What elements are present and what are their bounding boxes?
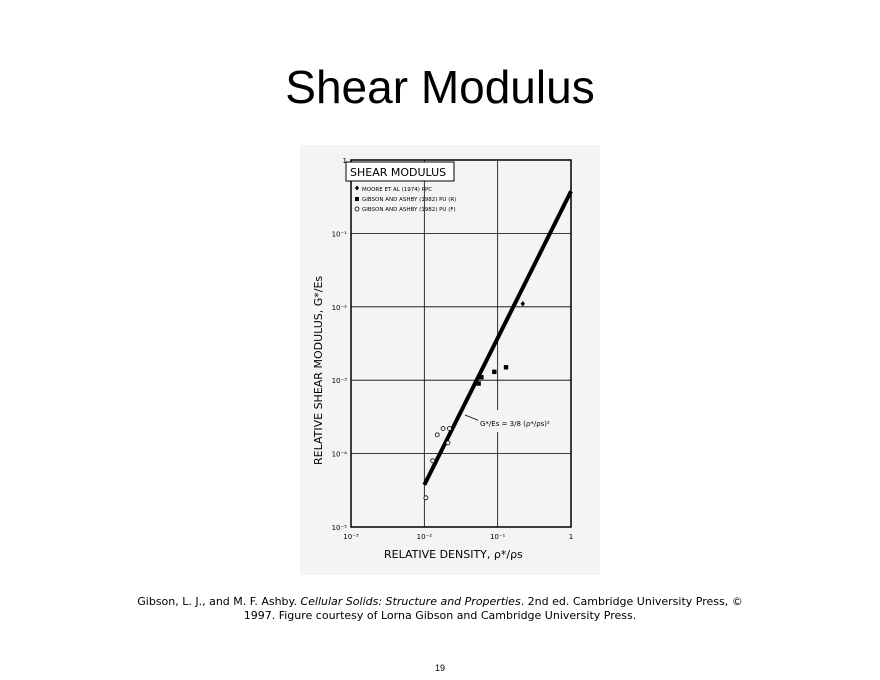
legend-entry-3: GIBSON AND ASHBY (1982) PU (F) xyxy=(362,207,456,213)
legend-entry-1: MOORE ET AL (1974) PPC xyxy=(362,187,432,193)
data-point-circle xyxy=(440,426,446,431)
legend-title-box xyxy=(345,161,455,182)
y-tick-label: 1 xyxy=(343,157,347,165)
data-point-circle xyxy=(434,432,440,438)
annotation-leader xyxy=(464,414,481,422)
y-tick-label: 10⁻¹ xyxy=(332,230,348,238)
y-tick-label: 10⁻⁴ xyxy=(332,451,348,459)
ticks-layer: 10⁻³ 10⁻² 10⁻¹ 1 10⁻⁵ 10⁻⁴ 10⁻³ 10⁻² 10⁻¹ 1 xyxy=(332,157,574,541)
fit-line xyxy=(422,190,573,486)
legend: SHEAR MODULUS MOORE ET AL (1974) PPC GIB… xyxy=(345,161,456,213)
chart-background xyxy=(300,145,600,575)
annotation-bg xyxy=(478,410,540,432)
legend-entry-2: GIBSON AND ASHBY (1982) PU (R) xyxy=(362,197,456,203)
caption-authors: Gibson, L. J., and M. F. Ashby. xyxy=(137,595,301,608)
data-point-circle xyxy=(423,495,429,501)
y-axis-label: RELATIVE SHEAR MODULUS, G*/Es xyxy=(312,276,325,465)
data-point-circle xyxy=(445,440,451,446)
data-point-square xyxy=(503,365,509,370)
x-tick-label: 10⁻¹ xyxy=(490,533,506,541)
data-point-square xyxy=(479,374,484,380)
slide-title: Shear Modulus xyxy=(285,61,595,113)
y-tick-label: 10⁻⁵ xyxy=(332,524,348,532)
caption-publisher: . 2nd ed. Cambridge University Press, © … xyxy=(243,595,743,622)
data-point-circle xyxy=(430,458,436,464)
x-tick-label: 10⁻² xyxy=(417,533,433,541)
legend-square-marker xyxy=(355,197,359,201)
page-number: 19 xyxy=(434,663,445,673)
data-point-square xyxy=(492,369,497,375)
x-tick-label: 1 xyxy=(569,533,573,541)
legend-circle-marker xyxy=(354,206,360,212)
y-tick-label: 10⁻² xyxy=(332,304,348,312)
figure-caption: Gibson, L. J., and M. F. Ashby. Cellular… xyxy=(120,595,760,623)
legend-diamond-marker xyxy=(355,185,359,191)
fit-annotation: G*/Es = 3/8 (ρ*/ρs)² xyxy=(480,420,550,428)
shear-modulus-chart: 10⁻³ 10⁻² 10⁻¹ 1 10⁻⁵ 10⁻⁴ 10⁻³ 10⁻² 10⁻¹ 1 SHEAR… xyxy=(300,145,600,575)
x-tick-label: 10⁻³ xyxy=(343,533,359,541)
chart-svg: 10⁻³ 10⁻² 10⁻¹ 1 10⁻⁵ 10⁻⁴ 10⁻³ 10⁻² 10⁻¹ 1 SHEAR… xyxy=(300,145,600,575)
plot-frame xyxy=(350,159,572,528)
x-axis-label: RELATIVE DENSITY, ρ*/ρs xyxy=(384,548,523,561)
data-point-circle xyxy=(447,426,452,431)
caption-book-title: Cellular Solids: Structure and Propertie… xyxy=(300,595,521,608)
chart-title: SHEAR MODULUS xyxy=(350,166,446,179)
points-layer xyxy=(423,300,525,501)
data-point-square xyxy=(476,381,481,386)
fit-layer xyxy=(422,190,573,486)
y-tick-label: 10⁻³ xyxy=(332,377,348,385)
grid-layer xyxy=(351,160,571,527)
